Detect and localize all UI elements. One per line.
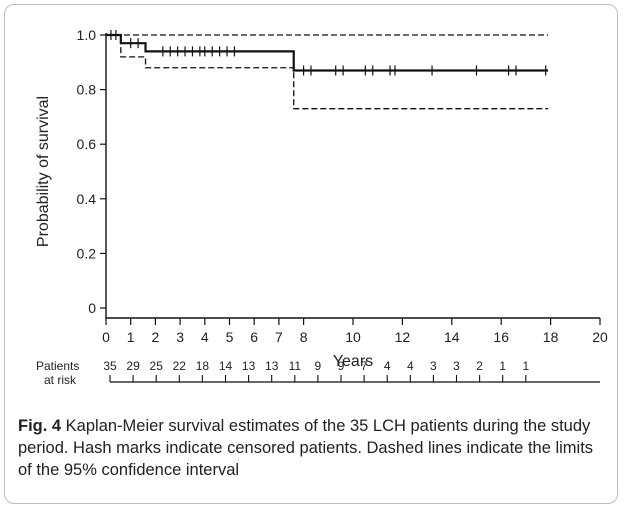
risk-count: 35: [103, 359, 117, 373]
x-tick-label: 4: [201, 329, 209, 345]
x-tick-label: 8: [300, 329, 308, 345]
y-tick-label: 0.6: [77, 136, 97, 152]
y-tick-label: 0.2: [77, 245, 97, 261]
caption-label: Fig. 4: [18, 417, 62, 435]
x-tick-label: 0: [102, 329, 110, 345]
chart-axes: 00.20.40.60.81.00 1 2 3 4 5 6 7 8 10 12 14 16 18 20Yea…: [35, 27, 608, 370]
risk-count: 13: [265, 359, 279, 373]
risk-count: 11: [289, 359, 302, 373]
risk-count: 13: [242, 359, 256, 373]
risk-count: 9: [315, 359, 322, 373]
risk-label-line2: at risk: [44, 373, 77, 387]
y-axis-label: Probability of survival: [35, 96, 52, 247]
y-tick-label: 1.0: [77, 27, 97, 43]
y-tick-label: 0: [88, 300, 96, 316]
risk-count: 3: [430, 359, 437, 373]
caption-text: Kaplan-Meier survival estimates of the 3…: [18, 417, 594, 479]
survival-series-solid-0: [106, 33, 549, 72]
risk-count: 4: [407, 359, 414, 373]
risk-count: 1: [522, 359, 529, 373]
risk-count: 22: [173, 359, 187, 373]
risk-count: 18: [196, 359, 210, 373]
risk-count: 9: [338, 359, 345, 373]
risk-count: 25: [150, 359, 164, 373]
risk-count: 4: [384, 359, 391, 373]
x-tick-label: 20: [592, 329, 608, 345]
y-tick-label: 0.4: [77, 191, 97, 207]
x-tick-label: 2: [152, 329, 160, 345]
x-tick-label: 14: [444, 329, 460, 345]
x-tick-label: 6: [250, 329, 258, 345]
y-tick-label: 0.8: [77, 82, 97, 98]
x-tick-label: 7: [275, 329, 283, 345]
x-axis-label: Years: [333, 353, 373, 370]
x-tick-label: 12: [395, 329, 411, 345]
x-tick-label: 10: [345, 329, 361, 345]
risk-count: 7: [361, 359, 368, 373]
chart-marks: [106, 30, 549, 110]
risk-count: 2: [476, 359, 483, 373]
x-tick-label: 3: [176, 329, 184, 345]
survival-chart: 00.20.40.60.81.00 1 2 3 4 5 6 7 8 10 12 14 16 18 20Yea…: [35, 27, 608, 387]
x-tick-label: 1: [127, 329, 135, 345]
risk-count: 29: [126, 359, 140, 373]
x-tick-label: 16: [493, 329, 509, 345]
survival-series-dashed-2: [106, 34, 549, 110]
risk-label-line1: Patients: [36, 359, 79, 373]
x-tick-label: 18: [543, 329, 559, 345]
x-tick-label: 5: [226, 329, 234, 345]
risk-count: 14: [219, 359, 233, 373]
figure-caption: Fig. 4 Kaplan-Meier survival estimates o…: [18, 415, 608, 481]
risk-count: 3: [453, 359, 460, 373]
risk-count: 1: [499, 359, 506, 373]
